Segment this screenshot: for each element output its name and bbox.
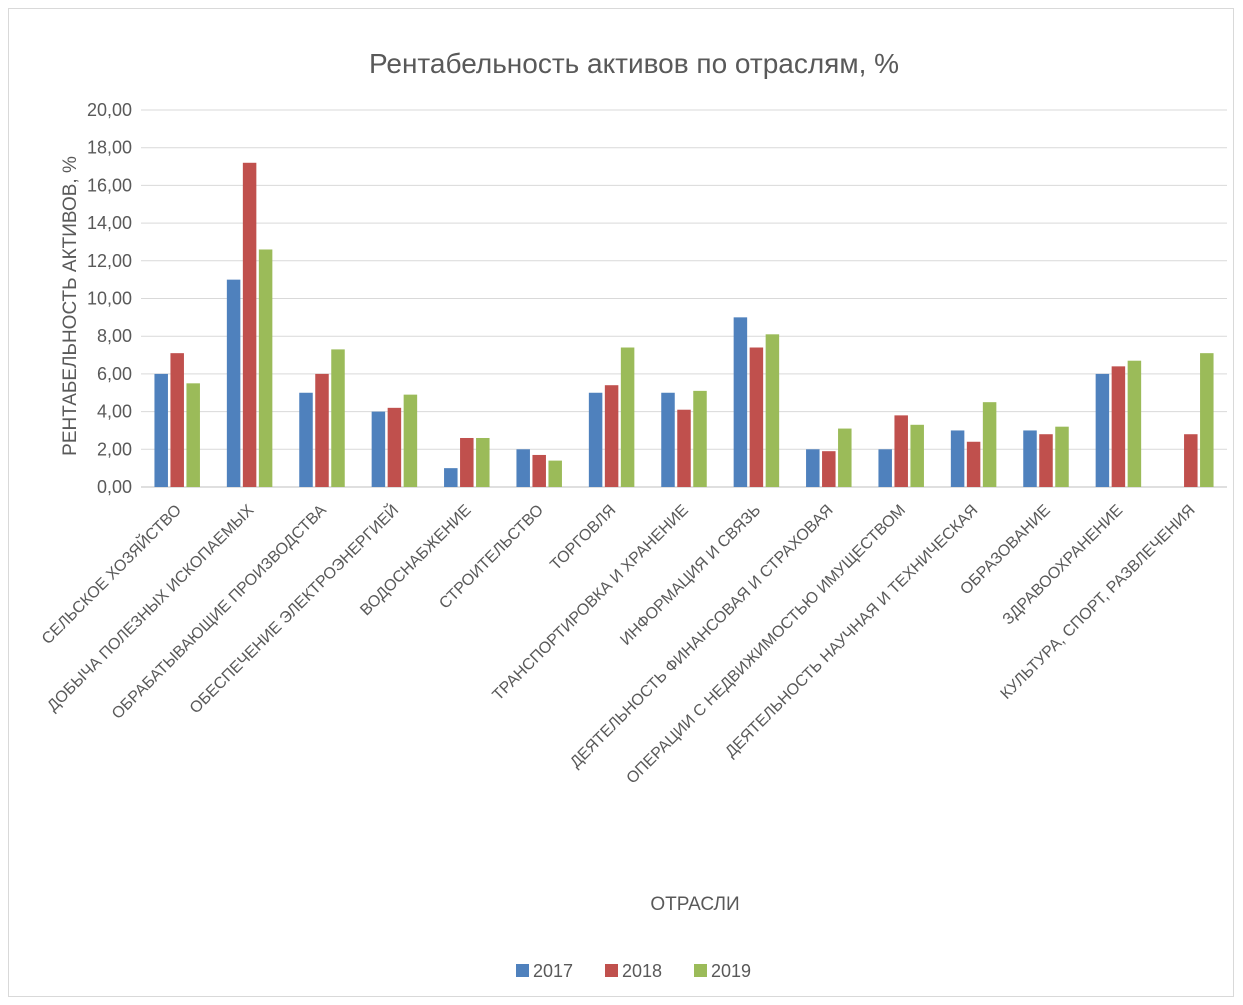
bar-2018 — [1111, 366, 1126, 487]
bar-2018 — [1039, 434, 1053, 487]
x-category-label: ИНФОРМАЦИЯ И СВЯЗЬ — [617, 502, 764, 649]
bar-2018 — [966, 441, 981, 487]
bar-2017 — [154, 373, 168, 487]
y-tick-label: 16,00 — [87, 175, 132, 195]
bars — [154, 162, 1214, 487]
y-tick-label: 6,00 — [97, 364, 132, 384]
x-category-label: ДЕЯТЕЛЬНОСТЬ НАУЧНАЯ И ТЕХНИЧЕСКАЯ — [722, 502, 981, 761]
bar-2019 — [258, 249, 273, 487]
bar-2017 — [661, 392, 675, 487]
bar-2019 — [1055, 426, 1069, 487]
y-tick-label: 18,00 — [87, 138, 132, 158]
bar-2018 — [677, 409, 691, 487]
bar-2019 — [910, 424, 924, 487]
y-tick-labels: 0,00 2,00 4,00 6,00 8,00 10,00 12,00 14,00 16,00… — [87, 100, 132, 497]
bar-2018 — [532, 454, 546, 487]
bar-2017 — [1023, 430, 1037, 487]
y-tick-label: 8,00 — [97, 326, 132, 346]
y-tick-label: 10,00 — [87, 289, 132, 309]
y-axis-title: РЕНТАБЕЛЬНОСТЬ АКТИВОВ, % — [60, 156, 81, 456]
bar-2018 — [315, 373, 329, 487]
x-category-label: ЗДРАВООХРАНЕНИЕ — [1000, 502, 1127, 629]
bar-2018 — [749, 347, 764, 487]
legend-label: 2017 — [533, 961, 573, 981]
y-tick-label: 2,00 — [97, 439, 132, 459]
legend-swatch-2019 — [694, 964, 707, 977]
legend-swatch-2018 — [605, 964, 618, 977]
bar-2019 — [331, 349, 345, 487]
chart-title: Рентабельность активов по отраслям, % — [369, 48, 899, 79]
bar-2018 — [242, 162, 257, 487]
bar-2019 — [982, 402, 997, 487]
bar-2017 — [588, 392, 603, 487]
x-axis-title: ОТРАСЛИ — [650, 894, 739, 915]
legend-label: 2018 — [622, 961, 662, 981]
bar-2017 — [299, 392, 313, 487]
bar-2017 — [950, 430, 965, 487]
bar-2019 — [548, 460, 562, 487]
y-tick-label: 4,00 — [97, 402, 132, 422]
y-tick-label: 20,00 — [87, 100, 132, 120]
y-tick-label: 14,00 — [87, 213, 132, 233]
bar-2019 — [838, 428, 852, 487]
legend: 2017 2018 2019 — [516, 961, 751, 981]
bar-2019 — [476, 437, 490, 487]
bar-2018 — [822, 451, 836, 487]
bar-2019 — [693, 390, 707, 487]
bar-2019 — [186, 383, 200, 487]
bar-2017 — [878, 449, 892, 487]
x-category-label: ТОРГОВЛЯ — [547, 502, 619, 574]
bar-2017 — [1095, 373, 1110, 487]
bar-2017 — [444, 468, 458, 487]
bar-2019 — [1127, 360, 1142, 487]
y-tick-label: 12,00 — [87, 251, 132, 271]
y-tick-label: 0,00 — [97, 477, 132, 497]
bar-2017 — [516, 449, 530, 487]
bar-2019 — [1200, 353, 1214, 487]
bar-2018 — [387, 407, 402, 487]
legend-label: 2019 — [711, 961, 751, 981]
bar-2019 — [620, 347, 635, 487]
bar-2018 — [604, 385, 619, 487]
x-category-label: ДЕЯТЕЛЬНОСТЬ ФИНАНСОВАЯ И СТРАХОВАЯ — [567, 502, 836, 771]
bar-2017 — [226, 279, 241, 487]
bar-2018 — [170, 353, 184, 487]
chart-svg: Рентабельность активов по отраслям, % 0,… — [37, 48, 1227, 981]
bar-2018 — [894, 415, 908, 487]
chart-area: Рентабельность активов по отраслям, % 0,… — [8, 8, 1234, 997]
legend-swatch-2017 — [516, 964, 529, 977]
bar-2017 — [371, 411, 386, 487]
x-category-label: ОПЕРАЦИИ С НЕДВИЖИМОСТЬЮ ИМУЩЕСТВОМ — [624, 502, 909, 787]
bar-2019 — [765, 334, 780, 487]
bar-2017 — [806, 449, 820, 487]
bar-2017 — [733, 317, 748, 487]
bar-2019 — [403, 394, 418, 487]
x-category-label: СЕЛЬСКОЕ ХОЗЯЙСТВО — [37, 500, 185, 648]
bar-2018 — [1184, 434, 1198, 487]
bar-2018 — [460, 437, 474, 487]
